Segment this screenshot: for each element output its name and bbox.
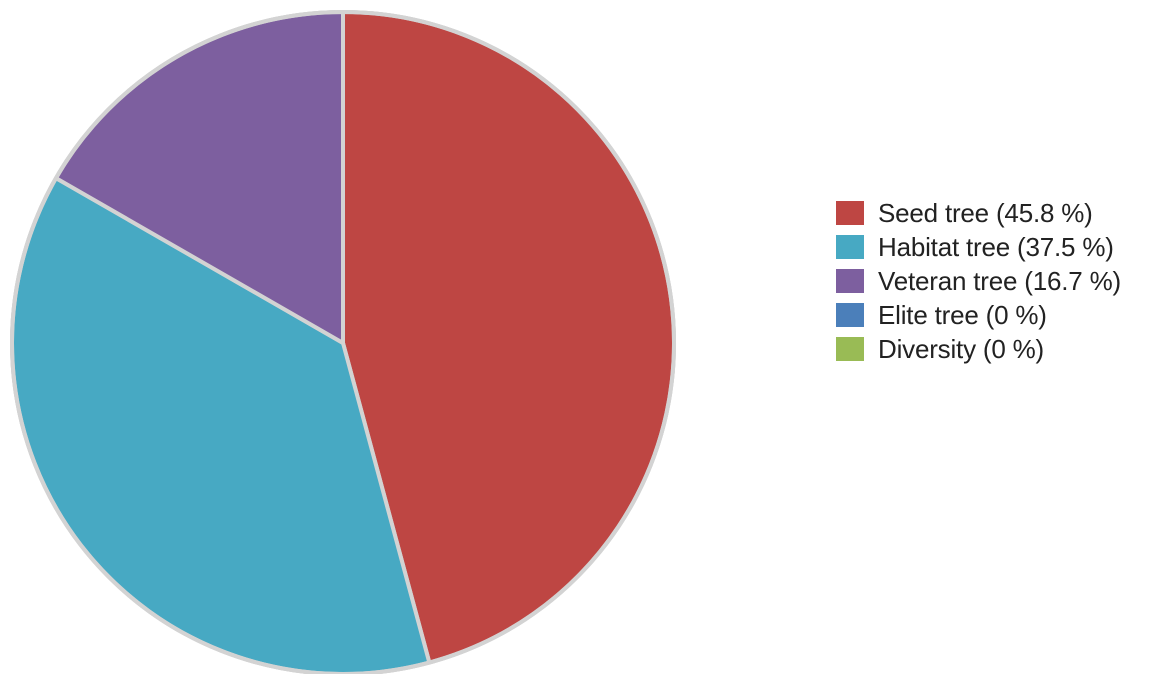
legend: Seed tree (45.8 %) Habitat tree (37.5 %)… xyxy=(836,196,1174,366)
legend-item-habitat-tree: Habitat tree (37.5 %) xyxy=(836,230,1174,264)
legend-swatch-habitat-tree xyxy=(836,235,864,259)
legend-label-seed-tree: Seed tree (45.8 %) xyxy=(878,197,1093,228)
legend-swatch-seed-tree xyxy=(836,201,864,225)
pie-chart xyxy=(10,10,676,674)
legend-item-seed-tree: Seed tree (45.8 %) xyxy=(836,196,1174,230)
legend-item-diversity: Diversity (0 %) xyxy=(836,332,1174,366)
legend-label-veteran-tree: Veteran tree (16.7 %) xyxy=(878,265,1121,296)
legend-label-habitat-tree: Habitat tree (37.5 %) xyxy=(878,231,1114,262)
legend-item-elite-tree: Elite tree (0 %) xyxy=(836,298,1174,332)
legend-label-elite-tree: Elite tree (0 %) xyxy=(878,299,1047,330)
legend-swatch-elite-tree xyxy=(836,303,864,327)
legend-swatch-diversity xyxy=(836,337,864,361)
legend-item-veteran-tree: Veteran tree (16.7 %) xyxy=(836,264,1174,298)
legend-label-diversity: Diversity (0 %) xyxy=(878,333,1045,364)
pie-outer-border xyxy=(10,10,676,674)
legend-swatch-veteran-tree xyxy=(836,269,864,293)
